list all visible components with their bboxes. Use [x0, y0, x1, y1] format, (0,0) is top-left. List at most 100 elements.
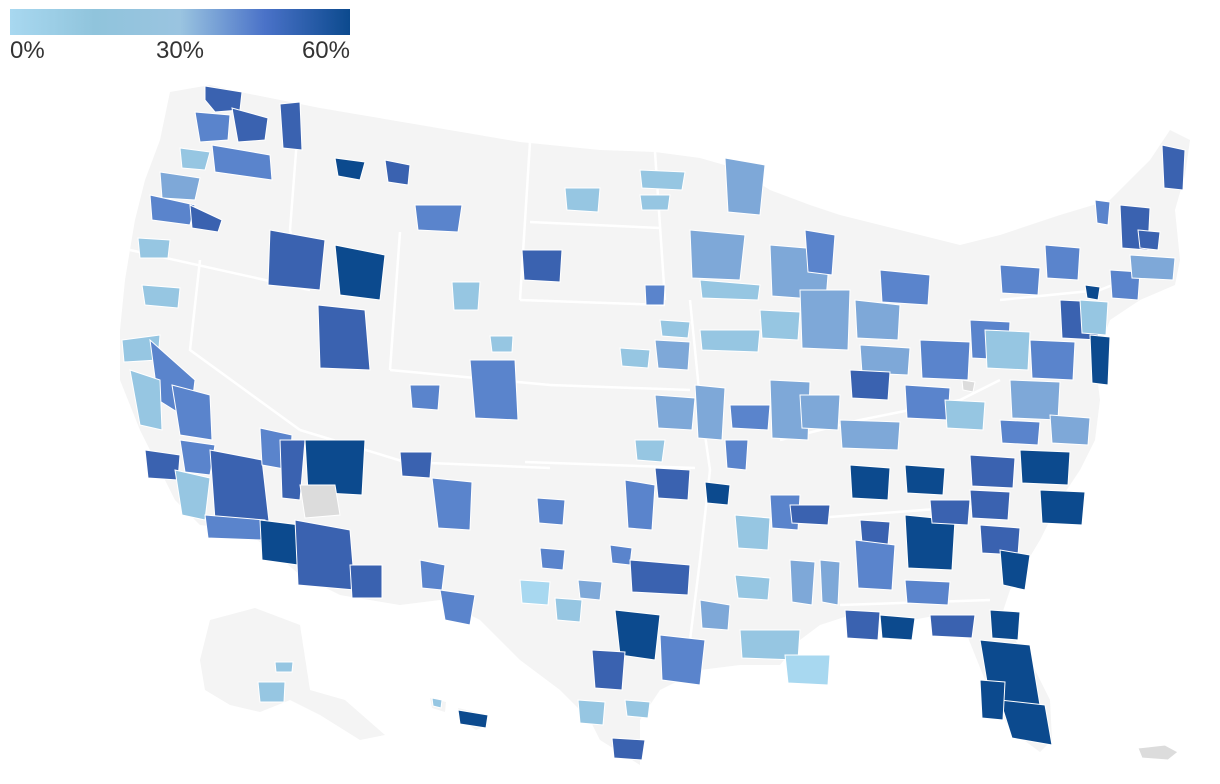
region-id-south	[267, 229, 326, 291]
region-ks-south	[634, 439, 666, 463]
region-sc-upstate	[969, 489, 1011, 521]
region-tx-san-antonio	[591, 649, 626, 691]
region-nm-south	[419, 559, 446, 591]
region-ca-coast	[129, 369, 163, 431]
region-mt-south	[414, 204, 463, 233]
region-fl-tampa	[979, 679, 1006, 721]
region-mo-south	[724, 439, 749, 471]
region-or-coast	[137, 237, 171, 259]
region-tn-west	[789, 504, 831, 526]
region-ks-north	[619, 347, 651, 369]
region-mn-central	[689, 229, 746, 281]
region-wa-north	[204, 85, 243, 113]
region-ok-central	[654, 467, 691, 501]
region-gulf-coast-west	[844, 609, 881, 641]
region-nm-lascruces	[439, 589, 476, 626]
region-nv-east	[304, 439, 366, 496]
border-mt-dakotas	[518, 141, 532, 301]
region-il-south	[799, 394, 841, 431]
region-ca-imperial	[204, 514, 266, 541]
region-pa-central	[984, 329, 1031, 371]
region-mo-west	[654, 394, 696, 431]
region-or-south	[141, 284, 181, 309]
region-va-tidewater	[1049, 414, 1091, 446]
region-tx-midland	[554, 597, 583, 623]
region-nd-west	[639, 169, 686, 191]
border-nv-west	[188, 259, 301, 432]
region-ny-west	[999, 264, 1041, 296]
region-mo-central	[694, 384, 726, 441]
region-wv-nodata	[961, 379, 976, 393]
region-or-salem	[149, 194, 196, 226]
region-nc-triangle	[1019, 449, 1071, 486]
region-ks-central	[654, 339, 691, 371]
region-ok-west	[624, 479, 656, 531]
region-ma	[1129, 254, 1176, 281]
region-hi-oahu	[457, 709, 489, 729]
region-tx-austin	[614, 609, 661, 661]
region-az-phoenix	[259, 519, 301, 566]
region-tx-west	[519, 579, 551, 606]
border-nd-sd	[529, 220, 661, 230]
region-wy-west	[334, 244, 386, 301]
region-tx-valley	[611, 737, 646, 761]
region-wa-coast	[179, 147, 211, 171]
region-wa-puget	[194, 111, 231, 143]
region-la-south	[784, 654, 831, 686]
border-mississippi	[688, 299, 712, 641]
region-tn-east	[904, 464, 946, 496]
region-fl-south	[999, 699, 1053, 746]
region-nm-central	[431, 477, 473, 531]
puerto-rico-land	[1137, 744, 1179, 761]
region-tn-nashville	[849, 464, 891, 501]
region-va-north	[1029, 339, 1076, 381]
region-ia-east	[759, 309, 801, 341]
region-ia-north	[699, 329, 761, 353]
region-nc-east	[1039, 489, 1086, 526]
region-nm-north	[399, 451, 433, 479]
region-mt-central	[384, 159, 411, 186]
region-nd-south	[639, 194, 671, 211]
region-vt-north	[1094, 199, 1111, 226]
region-ne-west	[489, 335, 514, 353]
region-me-south	[1137, 229, 1161, 251]
color-legend: 0% 30% 60%	[10, 9, 350, 69]
region-ak-anchorage	[257, 681, 286, 703]
region-sd-west	[521, 249, 563, 283]
region-oh-north	[919, 339, 971, 381]
region-mi-north	[879, 269, 931, 306]
region-me-north	[1161, 144, 1186, 191]
region-sc-coast	[999, 549, 1031, 591]
region-ar-south	[734, 574, 771, 601]
region-ga-south	[904, 579, 951, 606]
region-gulf-coast-east	[879, 614, 916, 641]
border-ne-ks	[549, 383, 691, 392]
region-ny-central	[1044, 244, 1081, 281]
region-mt-east	[564, 187, 601, 213]
region-az-central	[294, 519, 356, 591]
region-al-central	[854, 539, 896, 591]
border-ks-ok	[524, 460, 696, 470]
region-il-north	[799, 289, 851, 351]
region-ca-la	[144, 449, 181, 481]
region-ca-sandiego	[174, 469, 211, 521]
region-ky	[839, 419, 901, 451]
region-ar-west	[734, 514, 771, 551]
legend-gradient-bar	[10, 9, 350, 35]
region-az-east	[349, 564, 383, 599]
region-ms-central	[819, 559, 841, 606]
region-fl-jacksonville	[989, 609, 1021, 641]
region-nv-south	[279, 439, 306, 501]
region-tx-dfw	[629, 559, 691, 596]
region-layer	[121, 85, 1186, 761]
region-wi-metro	[804, 229, 836, 276]
region-ne-east	[644, 284, 666, 306]
region-wv	[944, 399, 986, 431]
border-wy-south	[389, 368, 551, 387]
region-mn-north	[724, 157, 766, 216]
region-co-west	[409, 384, 441, 411]
region-ca-inland	[179, 439, 216, 476]
region-va-south	[999, 419, 1041, 446]
region-oh-central	[904, 384, 951, 421]
